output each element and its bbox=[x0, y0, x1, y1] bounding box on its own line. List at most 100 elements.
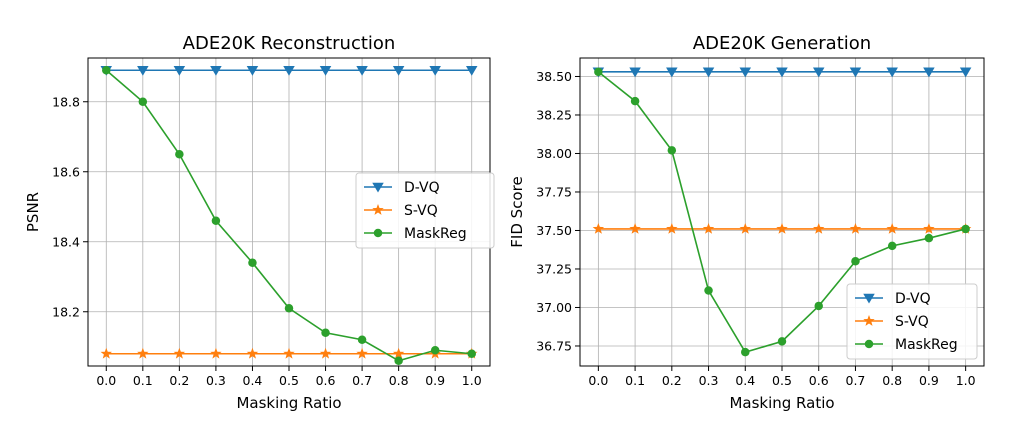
chart-title: ADE20K Reconstruction bbox=[183, 33, 396, 54]
data-point-d-vq bbox=[886, 67, 898, 78]
data-point-maskreg bbox=[704, 286, 713, 295]
y-tick-label: 37.50 bbox=[536, 223, 572, 238]
legend-swatch-marker bbox=[864, 339, 874, 349]
legend-label: MaskReg bbox=[895, 337, 958, 353]
chart-1: 0.0 0.1 0.2 0.3 0.4 0.5 0.6 0.7 0.8 0.9 1.0 18.2 18.… bbox=[24, 33, 495, 412]
data-point-maskreg bbox=[777, 337, 787, 346]
data-point-d-vq bbox=[739, 67, 752, 78]
legend-swatch-marker bbox=[863, 293, 875, 304]
y-tick-label: 18.4 bbox=[52, 234, 80, 249]
data-point-s-vq bbox=[137, 347, 149, 359]
data-point-d-vq bbox=[283, 65, 295, 76]
x-tick-label: 0.5 bbox=[279, 373, 299, 388]
data-point-s-vq bbox=[283, 347, 295, 359]
x-tick-label: 0.3 bbox=[206, 373, 226, 388]
data-point-maskreg bbox=[594, 67, 603, 77]
data-point-d-vq bbox=[173, 65, 186, 76]
x-tick-label: 0.2 bbox=[662, 373, 682, 388]
data-point-d-vq bbox=[959, 67, 972, 78]
legend-label: D-VQ bbox=[404, 180, 440, 196]
x-tick-label: 1.0 bbox=[462, 373, 482, 388]
legend-swatch-marker bbox=[863, 315, 875, 326]
data-point-d-vq bbox=[702, 67, 715, 78]
y-tick-label: 37.75 bbox=[536, 184, 572, 199]
data-point-maskreg bbox=[924, 233, 934, 243]
data-point-d-vq bbox=[392, 65, 405, 76]
x-tick-label: 0.8 bbox=[389, 373, 409, 388]
legend-label: D-VQ bbox=[895, 291, 931, 307]
legend-swatch-marker bbox=[372, 204, 384, 215]
y-tick-label: 18.2 bbox=[52, 304, 80, 319]
data-point-s-vq bbox=[629, 222, 641, 234]
x-tick-label: 0.4 bbox=[735, 373, 755, 388]
x-tick-label: 0.6 bbox=[809, 373, 829, 388]
x-tick-label: 0.8 bbox=[882, 373, 902, 388]
y-tick-label: 37.25 bbox=[536, 261, 572, 276]
data-point-s-vq bbox=[356, 347, 368, 359]
data-point-s-vq bbox=[923, 222, 935, 234]
data-point-s-vq bbox=[702, 222, 715, 234]
data-point-s-vq bbox=[246, 347, 259, 359]
data-point-d-vq bbox=[319, 65, 332, 76]
data-point-d-vq bbox=[923, 67, 935, 78]
data-point-s-vq bbox=[392, 347, 405, 359]
y-tick-label: 37.00 bbox=[536, 300, 572, 315]
data-point-maskreg bbox=[321, 328, 330, 337]
y-tick-label: 38.25 bbox=[536, 107, 572, 122]
data-point-d-vq bbox=[356, 65, 368, 76]
data-point-s-vq bbox=[739, 222, 751, 234]
data-point-d-vq bbox=[812, 67, 825, 78]
data-point-s-vq bbox=[776, 222, 788, 234]
data-point-s-vq bbox=[813, 222, 825, 234]
data-point-s-vq bbox=[319, 347, 332, 359]
data-point-s-vq bbox=[173, 347, 186, 359]
y-axis-label: PSNR bbox=[24, 192, 42, 232]
data-point-maskreg bbox=[667, 146, 677, 155]
x-tick-label: 0.7 bbox=[846, 373, 866, 388]
x-tick-label: 0.9 bbox=[919, 373, 939, 388]
x-tick-label: 0.1 bbox=[625, 373, 645, 388]
y-tick-label: 38.00 bbox=[536, 146, 572, 161]
x-tick-label: 0.7 bbox=[352, 373, 372, 388]
x-tick-label: 0.4 bbox=[243, 373, 263, 388]
data-point-d-vq bbox=[137, 65, 149, 76]
x-tick-label: 1.0 bbox=[956, 373, 976, 388]
data-point-maskreg bbox=[102, 66, 111, 75]
x-tick-label: 0.1 bbox=[133, 373, 153, 388]
data-point-d-vq bbox=[666, 67, 678, 78]
data-point-d-vq bbox=[429, 65, 441, 76]
chart-2: 0.0 0.1 0.2 0.3 0.4 0.5 0.6 0.7 0.8 0.9 1.0 36.75 37… bbox=[508, 33, 985, 412]
data-point-s-vq bbox=[100, 347, 112, 359]
data-point-s-vq bbox=[849, 222, 862, 234]
legend: D-VQ S-VQ MaskReg bbox=[846, 283, 978, 360]
data-point-maskreg bbox=[741, 347, 750, 357]
y-axis-label: FID Score bbox=[508, 176, 526, 247]
data-point-s-vq bbox=[666, 222, 678, 234]
legend-swatch-marker bbox=[372, 182, 384, 193]
legend-label: MaskReg bbox=[404, 226, 467, 242]
legend-label: S-VQ bbox=[895, 314, 929, 330]
data-point-maskreg bbox=[467, 349, 476, 358]
data-point-maskreg bbox=[138, 97, 148, 106]
data-point-d-vq bbox=[776, 67, 788, 78]
legend-label: S-VQ bbox=[404, 203, 438, 219]
y-tick-label: 36.75 bbox=[536, 338, 572, 353]
data-point-maskreg bbox=[175, 150, 184, 159]
x-axis-label: Masking Ratio bbox=[729, 394, 834, 412]
legend-swatch-marker bbox=[373, 228, 383, 238]
x-tick-label: 0.2 bbox=[169, 373, 189, 388]
data-point-maskreg bbox=[851, 257, 860, 266]
data-point-d-vq bbox=[246, 65, 259, 76]
x-tick-label: 0.3 bbox=[699, 373, 719, 388]
data-point-d-vq bbox=[465, 65, 478, 76]
data-point-maskreg bbox=[430, 346, 440, 355]
legend-box bbox=[355, 172, 495, 249]
y-tick-label: 18.8 bbox=[52, 94, 80, 109]
x-tick-label: 0.0 bbox=[588, 373, 608, 388]
data-point-maskreg bbox=[814, 301, 823, 311]
x-tick-label: 0.5 bbox=[772, 373, 792, 388]
data-point-s-vq bbox=[210, 347, 222, 359]
data-point-s-vq bbox=[886, 222, 898, 234]
